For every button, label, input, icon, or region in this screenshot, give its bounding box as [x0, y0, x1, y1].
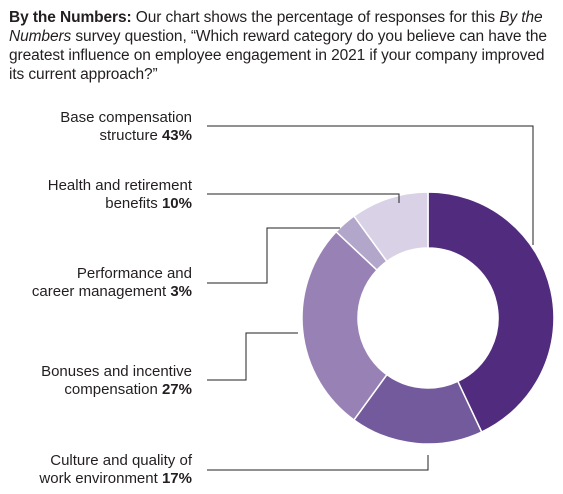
label-line: benefits 10%	[105, 195, 192, 212]
label-line: Base compensation	[60, 109, 192, 126]
label-performance-and-career-management: Performance and career management 3%	[32, 265, 192, 300]
leader-bonuses-and-incentive-compensation	[207, 332, 298, 381]
label-percentage: 43%	[162, 127, 192, 144]
label-bonuses-and-incentive-compensation: Bonuses and incentive compensation 27%	[41, 363, 192, 398]
slice-health-and-retirement-benefits	[352, 191, 429, 263]
label-culture-and-quality-of-work-environment: Culture and quality of work environment 1…	[38, 452, 192, 487]
label-line: Bonuses and incentive	[41, 363, 192, 380]
intro-text-2: survey question, “Which reward category …	[9, 28, 547, 83]
slice-base-compensation-structure	[427, 191, 555, 434]
slice-labels: Base compensation structure 43% Culture an…	[32, 109, 193, 487]
label-line: work environment 17%	[38, 470, 192, 487]
label-percentage: 3%	[170, 283, 192, 300]
label-base-compensation-structure: Base compensation structure 43%	[60, 109, 192, 144]
leader-culture-and-quality-of-work-environment	[207, 455, 429, 471]
label-line: career management 3%	[32, 283, 192, 300]
donut-slices	[301, 191, 555, 445]
label-percentage: 27%	[162, 381, 192, 398]
slice-bonuses-and-incentive-compensation	[301, 230, 388, 421]
label-health-and-retirement-benefits: Health and retirement benefits 10%	[48, 177, 193, 212]
label-line: compensation 27%	[64, 381, 192, 398]
label-line: Performance and	[77, 265, 192, 282]
leader-lines	[207, 125, 534, 471]
leader-performance-and-career-management	[207, 227, 340, 284]
label-percentage: 17%	[162, 470, 192, 487]
leader-health-and-retirement-benefits	[207, 193, 400, 203]
intro-text-1: Our chart shows the percentage of respon…	[131, 9, 500, 26]
intro-lead: By the Numbers:	[9, 9, 132, 26]
label-line: Health and retirement	[48, 177, 193, 194]
label-percentage: 10%	[162, 195, 192, 212]
intro-survey-name: By the Numbers	[9, 9, 543, 45]
chart-intro: By the Numbers: Our chart shows the perc…	[9, 8, 557, 84]
label-line: structure 43%	[99, 127, 192, 144]
leader-base-compensation-structure	[207, 125, 534, 245]
label-line: Culture and quality of	[50, 452, 193, 469]
